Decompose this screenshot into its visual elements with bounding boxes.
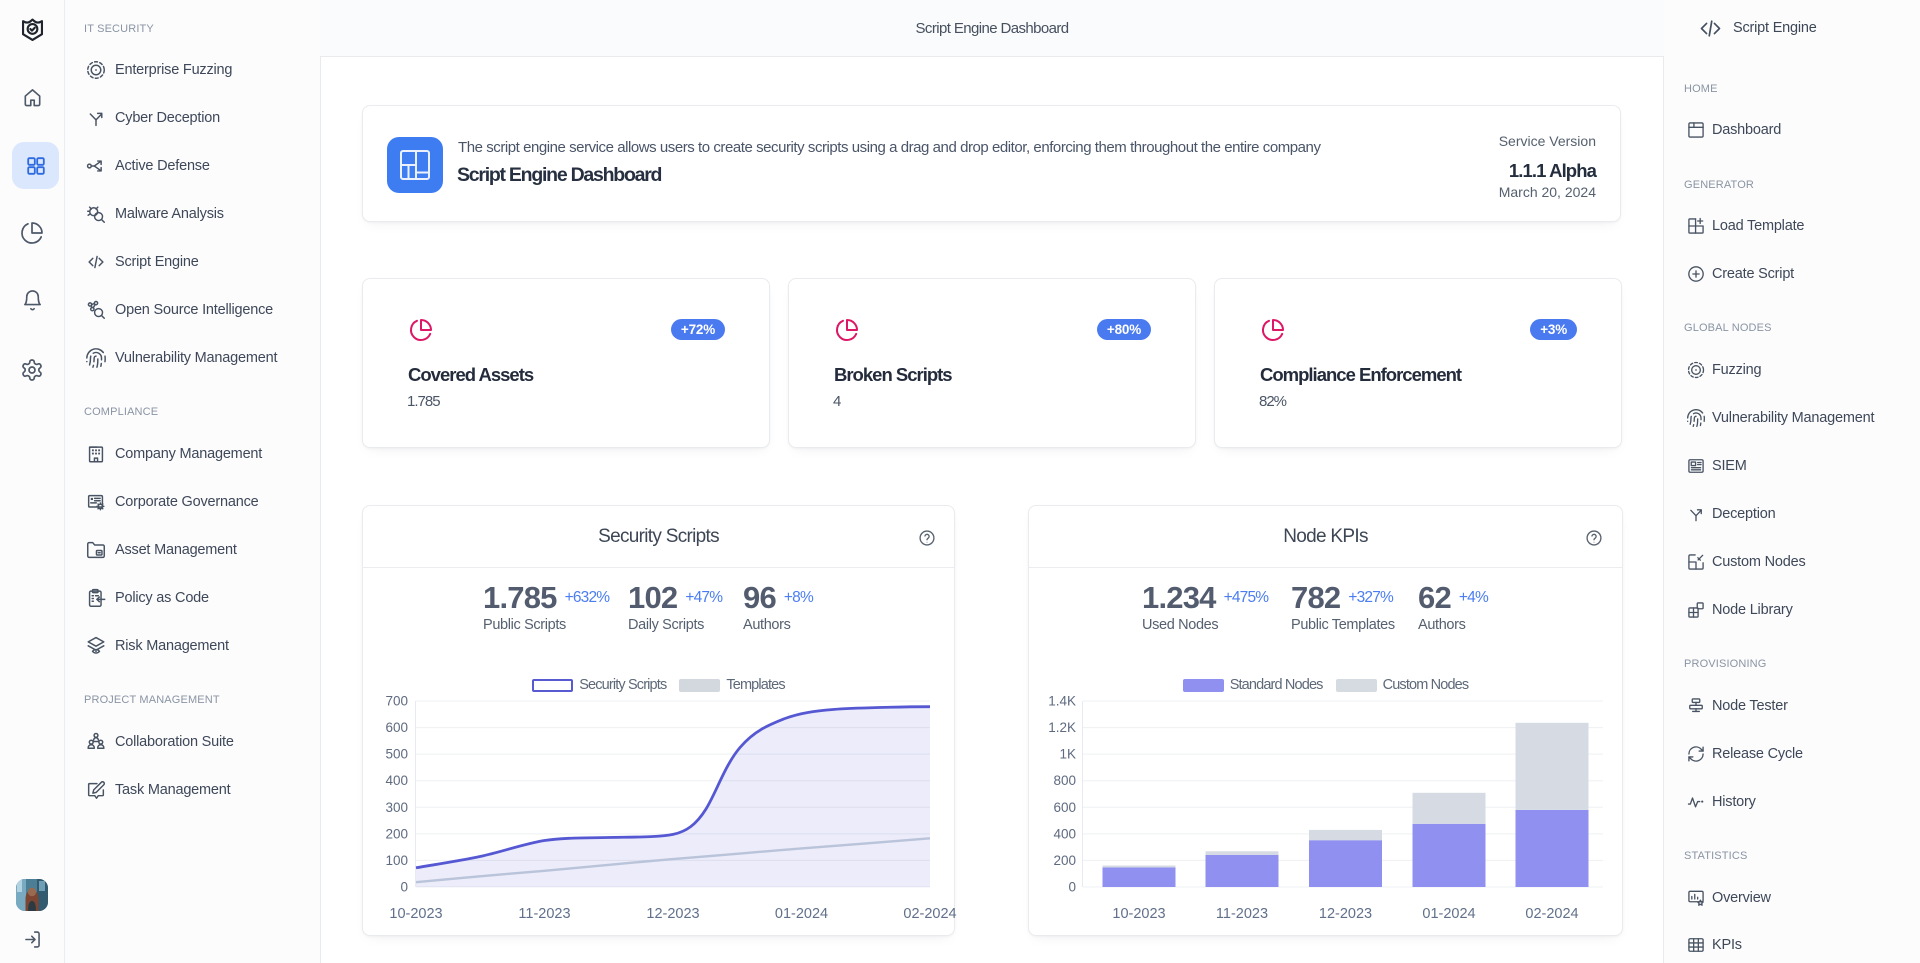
svg-text:0: 0 bbox=[1068, 879, 1076, 894]
svg-text:11-2023: 11-2023 bbox=[1216, 906, 1268, 922]
svg-text:10-2023: 10-2023 bbox=[1112, 906, 1165, 922]
svg-text:800: 800 bbox=[1053, 773, 1076, 788]
svg-text:01-2024: 01-2024 bbox=[775, 906, 828, 922]
svg-text:1.4K: 1.4K bbox=[1048, 693, 1076, 708]
svg-text:600: 600 bbox=[385, 720, 408, 735]
svg-text:11-2023: 11-2023 bbox=[518, 906, 570, 922]
svg-text:700: 700 bbox=[385, 693, 408, 708]
svg-text:0: 0 bbox=[400, 879, 408, 894]
svg-text:1.2K: 1.2K bbox=[1048, 720, 1076, 735]
svg-text:400: 400 bbox=[1053, 826, 1076, 841]
svg-text:12-2023: 12-2023 bbox=[646, 906, 699, 922]
svg-text:1K: 1K bbox=[1059, 746, 1076, 761]
svg-text:500: 500 bbox=[385, 746, 408, 761]
svg-text:300: 300 bbox=[385, 799, 408, 814]
svg-text:01-2024: 01-2024 bbox=[1422, 906, 1475, 922]
svg-text:12-2023: 12-2023 bbox=[1319, 906, 1372, 922]
svg-text:200: 200 bbox=[385, 826, 408, 841]
svg-text:02-2024: 02-2024 bbox=[1525, 906, 1578, 922]
svg-text:600: 600 bbox=[1053, 799, 1076, 814]
svg-text:100: 100 bbox=[385, 852, 408, 867]
svg-text:200: 200 bbox=[1053, 852, 1076, 867]
svg-text:10-2023: 10-2023 bbox=[389, 906, 442, 922]
svg-text:400: 400 bbox=[385, 773, 408, 788]
svg-text:02-2024: 02-2024 bbox=[903, 906, 956, 922]
